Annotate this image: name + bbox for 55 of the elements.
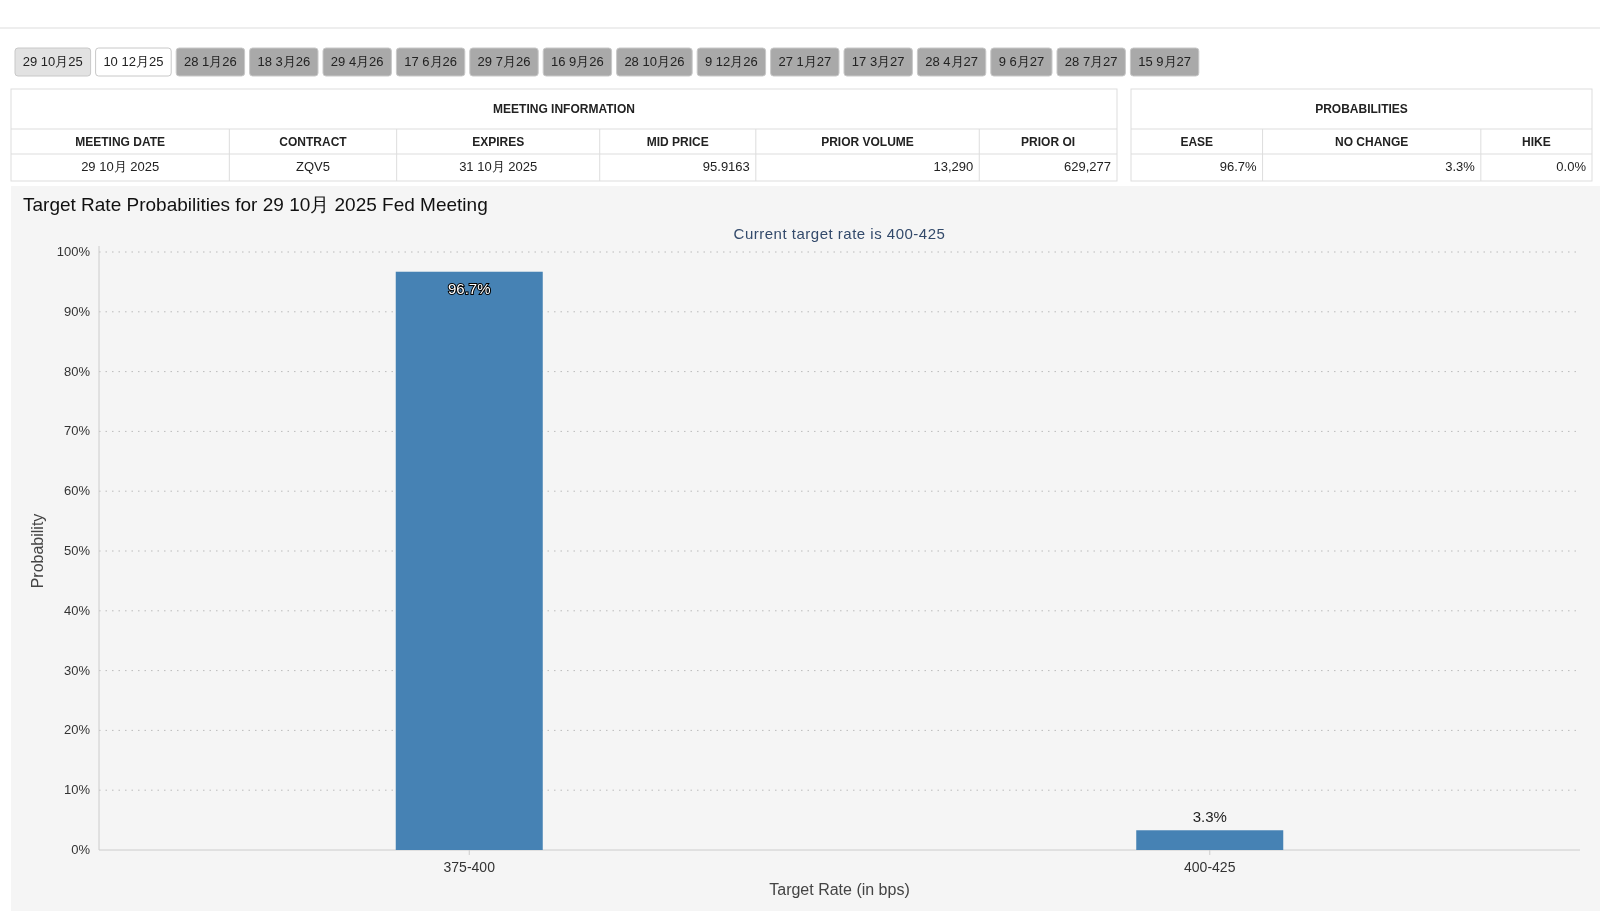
y-tick-label: 10% (63, 782, 91, 798)
x-tick-label: 400-425 (1184, 859, 1236, 875)
text: 31 10月 2025 (459, 159, 538, 174)
data-label: 3.3% (1192, 808, 1227, 826)
text: CONTRACT (279, 135, 348, 149)
text: PRIOR OI (1021, 135, 1076, 149)
x-tick-label: 375-400 (443, 859, 496, 875)
text: EXPIRES (472, 135, 525, 149)
text: 95.9163 (702, 159, 750, 174)
chart-subtitle: Current target rate is 400-425 (733, 225, 946, 242)
y-tick-label: 50% (63, 543, 91, 558)
y-axis-title: Probability (29, 513, 46, 589)
text: NO CHANGE (1335, 135, 1409, 149)
text: 29 4月26 (330, 54, 384, 69)
text: 13,290 (933, 159, 974, 174)
y-tick-label: 100% (56, 244, 91, 259)
text: ZQV5 (296, 159, 330, 174)
y-tick-label: 70% (63, 423, 91, 439)
y-tick-label: 20% (63, 722, 91, 738)
text: 29 7月26 (477, 54, 531, 69)
text: 28 4月27 (925, 54, 978, 69)
text: 629,277 (1064, 159, 1111, 174)
text: MID PRICE (646, 135, 709, 149)
text: PROBABILITIES (1315, 102, 1408, 116)
text: 96.7% (1219, 159, 1257, 174)
text: 17 3月27 (851, 54, 905, 69)
y-tick-label: 0% (71, 842, 91, 857)
chart-title: Target Rate Probabilities for 29 10月 2025 Fed Meeting (23, 194, 488, 215)
text: 0.0% (1556, 159, 1587, 174)
text: 28 1月26 (184, 54, 237, 69)
text: 18 3月26 (257, 54, 311, 69)
text: MEETING INFORMATION (493, 102, 635, 116)
text: HIKE (1522, 135, 1551, 149)
text: 17 6月26 (404, 54, 457, 69)
text: 9 12月26 (705, 54, 758, 69)
text: 16 9月26 (551, 54, 604, 69)
text: 9 6月27 (998, 54, 1045, 69)
text: 15 9月27 (1138, 54, 1191, 69)
text: 28 10月26 (624, 54, 685, 69)
y-tick-label: 80% (63, 363, 91, 379)
y-tick-label: 90% (63, 303, 91, 319)
y-tick-label: 30% (63, 662, 91, 678)
x-axis-title: Target Rate (in bps) (769, 881, 910, 898)
text: 28 7月27 (1064, 54, 1118, 69)
text: 3.3% (1445, 159, 1476, 174)
text: 29 10月 2025 (81, 159, 160, 174)
data-label: 96.7% (447, 279, 491, 297)
text: EASE (1180, 135, 1214, 149)
text: 10 12月25 (103, 54, 164, 69)
text: 27 1月27 (778, 54, 832, 69)
text: 29 10月25 (22, 54, 83, 69)
text: MEETING DATE (75, 135, 166, 149)
y-tick-label: 40% (63, 602, 91, 618)
text: PRIOR VOLUME (821, 135, 914, 149)
y-tick-label: 60% (63, 483, 91, 499)
